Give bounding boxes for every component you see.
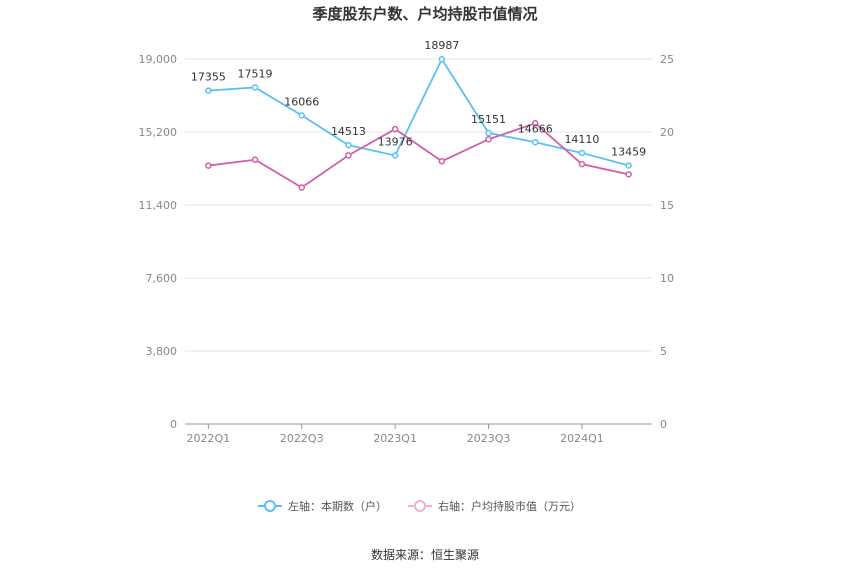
series-2-point	[625, 171, 632, 178]
series-1-point	[391, 152, 399, 159]
axes: 0 0 3,800 5 7,600 10 11,400 15 15,200 20 19,000 25 2…	[139, 53, 675, 445]
series-1-point	[438, 55, 446, 63]
series-2-point	[298, 184, 305, 191]
right-axis-tick-label: 20	[660, 126, 674, 139]
series-1-point	[251, 84, 259, 91]
series-2-point	[251, 156, 259, 163]
data-labels: 17355 17519 16066 14513 13976 18987 15151 14666…	[191, 39, 646, 158]
x-axis-tick-label: 2024Q1	[560, 432, 604, 445]
series-1-point	[298, 112, 305, 119]
series-1-point	[485, 129, 492, 137]
series-2-point	[345, 152, 352, 159]
right-axis-tick-label: 5	[660, 345, 667, 358]
grid-lines	[185, 58, 652, 352]
series-line-2	[208, 122, 629, 189]
left-axis-tick-label: 0	[170, 418, 177, 431]
data-label: 13976	[378, 136, 413, 149]
source-note: 数据来源：恒生聚源	[371, 547, 479, 562]
series-2-point	[578, 160, 586, 168]
legend-marker-1	[264, 500, 276, 512]
data-label: 14666	[518, 122, 553, 135]
right-axis-tick-label: 15	[660, 199, 674, 212]
right-axis-tick-label: 25	[660, 53, 674, 66]
chart-title: 季度股东户数、户均持股市值情况	[312, 5, 537, 23]
left-axis-tick-label: 7,600	[146, 272, 178, 285]
series-layer	[205, 55, 632, 191]
data-label: 17355	[191, 71, 226, 84]
series-2-point	[391, 125, 399, 133]
left-axis-tick-label: 11,400	[139, 199, 178, 212]
x-axis-tick-label: 2023Q1	[373, 432, 417, 445]
legend-label-2: 右轴：户均持股市值（万元）	[438, 499, 581, 513]
data-label: 14110	[564, 133, 599, 146]
series-line-1	[208, 57, 629, 167]
left-axis-tick-label: 19,000	[139, 53, 178, 66]
series-2-point	[532, 119, 539, 127]
series-2-point	[485, 136, 492, 143]
data-label: 13459	[611, 145, 646, 158]
series-1-point	[578, 149, 586, 157]
series-2-point	[205, 162, 212, 169]
x-axis-tick-label: 2022Q3	[280, 432, 324, 445]
x-axis-tick-label: 2022Q1	[187, 432, 231, 445]
x-axis-tick-label: 2023Q3	[467, 432, 511, 445]
legend-label-1: 左轴：本期数（户）	[288, 499, 387, 513]
legend-marker-2	[414, 500, 426, 512]
legend[interactable]: 左轴：本期数（户） 右轴：户均持股市值（万元）	[258, 499, 581, 513]
right-axis-tick-label: 0	[660, 418, 667, 431]
data-label: 16066	[284, 95, 319, 108]
left-axis-tick-label: 15,200	[139, 126, 178, 139]
series-1-point	[205, 87, 212, 94]
left-axis-tick-label: 3,800	[146, 345, 178, 358]
right-axis-tick-label: 10	[660, 272, 674, 285]
data-label: 15151	[471, 113, 506, 126]
series-1-point	[625, 162, 632, 169]
series-1-point	[345, 141, 352, 149]
series-1-point	[532, 139, 539, 146]
data-label: 17519	[238, 67, 273, 80]
data-label: 14513	[331, 125, 366, 138]
series-2-point	[438, 157, 446, 165]
data-label: 18987	[424, 39, 459, 52]
